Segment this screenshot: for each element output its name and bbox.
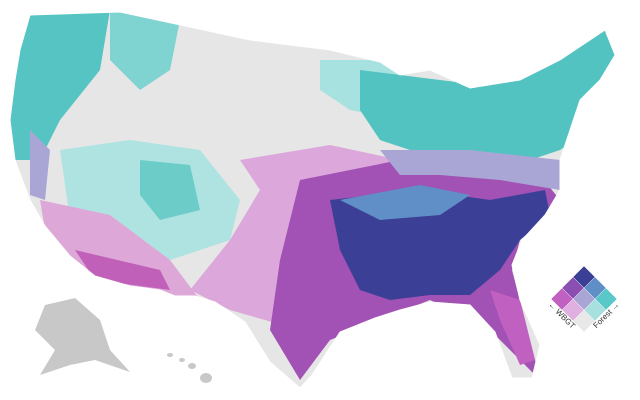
legend [550,265,618,333]
legend-cell [572,265,596,289]
alaska [35,298,130,375]
hawaii [167,353,212,383]
us-outline [9,11,616,389]
